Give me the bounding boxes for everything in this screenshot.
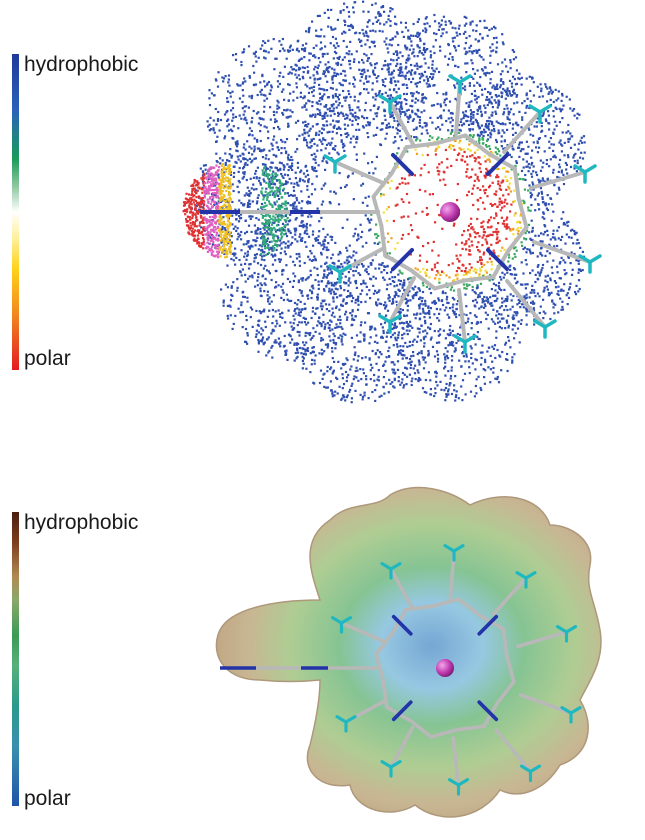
scale-label-hydrophobic: hydrophobic	[24, 53, 139, 76]
scale-label-polar: polar	[24, 787, 71, 810]
solid-surface	[215, 486, 602, 818]
central-metal-atom	[440, 202, 460, 222]
dot-surface	[182, 0, 586, 404]
scale-label-hydrophobic: hydrophobic	[24, 511, 139, 534]
dot-surface-panel: hydrophobic polar	[0, 0, 645, 410]
color-scale-bar	[12, 512, 19, 806]
scale-label-polar: polar	[24, 347, 71, 370]
color-scale-bar	[12, 54, 19, 370]
molecule-sticks	[200, 74, 602, 354]
molecule-sticks	[220, 544, 582, 796]
molecule-solid-surface	[215, 486, 602, 818]
molecule-dot-surface	[182, 0, 602, 404]
solid-surface-panel: hydrophobic polar	[0, 410, 645, 840]
central-metal-atom	[436, 659, 454, 677]
